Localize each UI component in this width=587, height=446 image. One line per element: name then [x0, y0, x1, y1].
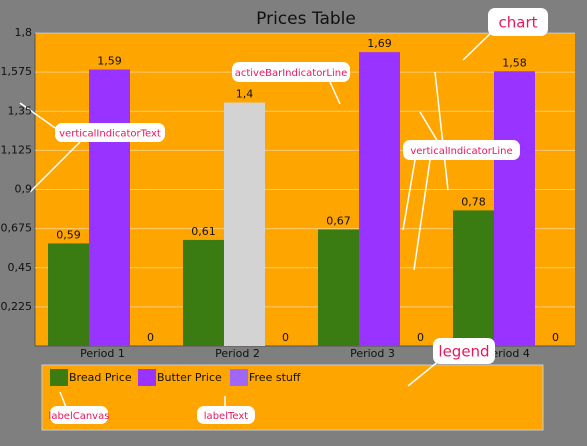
annotation-box [55, 123, 165, 142]
x-tick-label: Period 3 [350, 347, 395, 360]
annotation: activeBarIndicatorLine [235, 68, 348, 79]
legend-label: Free stuff [249, 371, 301, 384]
legend-box [41, 364, 544, 431]
y-tick-label: 1,8 [15, 26, 33, 39]
bar [359, 52, 400, 346]
bar [89, 69, 130, 347]
legend-swatch [138, 369, 156, 386]
y-tick-label: 0,45 [8, 261, 33, 274]
bar [453, 210, 494, 346]
bar [318, 229, 359, 346]
bar [494, 71, 535, 346]
y-tick-label: 1,35 [8, 104, 33, 117]
annotation: legend [438, 343, 489, 361]
value-label: 1,69 [367, 37, 392, 50]
value-label: 0,61 [191, 225, 216, 238]
value-label: 0,67 [326, 214, 351, 227]
value-label: 0 [282, 331, 289, 344]
annotation-box [50, 406, 108, 424]
legend-swatch [230, 369, 248, 386]
annotation-lines [19, 31, 493, 408]
annotation: verticalIndicatorText [59, 129, 161, 140]
annotation: labelCanvas [49, 411, 110, 422]
value-label: 0 [552, 331, 559, 344]
value-label: 0,59 [56, 228, 81, 241]
value-label: 1,58 [502, 56, 527, 69]
y-tick-label: 0,9 [15, 183, 33, 196]
value-label: 0,78 [461, 195, 486, 208]
annotation: labelText [204, 411, 248, 422]
bar [48, 243, 89, 346]
y-tick-label: 1,125 [1, 143, 33, 156]
chart-title: Prices Table [256, 9, 356, 29]
annotation-box [433, 338, 495, 364]
bar [183, 239, 224, 346]
annotation: chart [499, 14, 538, 32]
annotation: verticalIndicatorLine [410, 146, 512, 157]
x-tick-label: Period 4 [485, 347, 530, 360]
annotation-box [197, 406, 255, 424]
annotation-box [488, 8, 548, 36]
x-tick-label: Period 1 [80, 347, 125, 360]
y-tick-label: 1,575 [1, 65, 33, 78]
legend-swatch [50, 369, 68, 386]
x-tick-label: Period 2 [215, 347, 260, 360]
y-tick-label: 0,675 [1, 222, 33, 235]
bar [224, 102, 265, 346]
value-label: 1,4 [236, 88, 254, 101]
value-label: 0 [417, 331, 424, 344]
value-label: 0 [147, 331, 154, 344]
legend-label: Bread Price [69, 371, 132, 384]
annotation-box [232, 62, 350, 82]
legend-label: Butter Price [157, 371, 222, 384]
annotation-box [403, 140, 520, 160]
y-tick-label: 0,225 [1, 300, 33, 313]
value-label: 1,59 [97, 55, 122, 68]
